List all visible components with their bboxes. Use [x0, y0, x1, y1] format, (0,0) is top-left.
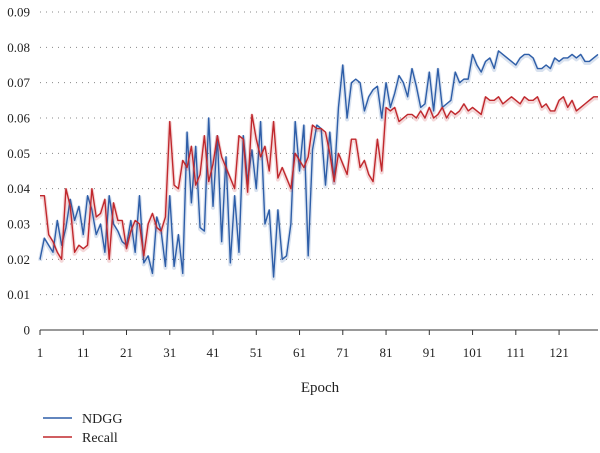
x-tick-label: 81: [380, 345, 393, 360]
x-tick-label: 11: [77, 345, 90, 360]
y-tick-label: 0.01: [7, 287, 30, 302]
x-tick-label: 121: [549, 345, 569, 360]
ndgg-legend-label: NDGG: [82, 412, 122, 427]
recall-series-line: [40, 96, 598, 261]
series-lines: [38, 50, 600, 281]
y-tick-label: 0.03: [7, 217, 30, 232]
y-tick-label: 0.06: [7, 111, 30, 126]
x-tick-label: 101: [463, 345, 483, 360]
y-tick-label: 0.02: [7, 252, 30, 267]
x-tick-label: 21: [120, 345, 133, 360]
ndgg-series-line: [39, 50, 599, 278]
x-tick-label: 51: [250, 345, 263, 360]
x-tick-label: 111: [507, 345, 526, 360]
y-tick-label: 0.05: [7, 146, 30, 161]
y-tick-label: 0.09: [7, 5, 30, 20]
y-axis-ticks: 0 0.01 0.02 0.03 0.04 0.05 0.06 0.07 0.08 0.09: [7, 5, 30, 338]
y-tick-label: 0: [24, 323, 31, 338]
x-tick-label: 1: [37, 345, 44, 360]
legend: NDGG Recall: [43, 412, 122, 446]
y-tick-label: 0.08: [7, 40, 30, 55]
x-tick-label: 91: [423, 345, 436, 360]
gridlines: [40, 11, 598, 296]
y-tick-label: 0.04: [7, 181, 30, 196]
x-tick-label: 61: [293, 345, 306, 360]
y-tick-label: 0.07: [7, 75, 30, 90]
x-tick-label: 41: [207, 345, 220, 360]
x-tick-label: 31: [163, 345, 176, 360]
recall-legend-label: Recall: [82, 431, 118, 446]
x-tick-label: 71: [336, 345, 349, 360]
x-axis-ticks: 1 11 21 31 41 51 61 71 81 91 101 111 121: [37, 330, 569, 360]
x-axis-title: Epoch: [301, 380, 340, 396]
recall-series-shadow: [40, 96, 598, 263]
